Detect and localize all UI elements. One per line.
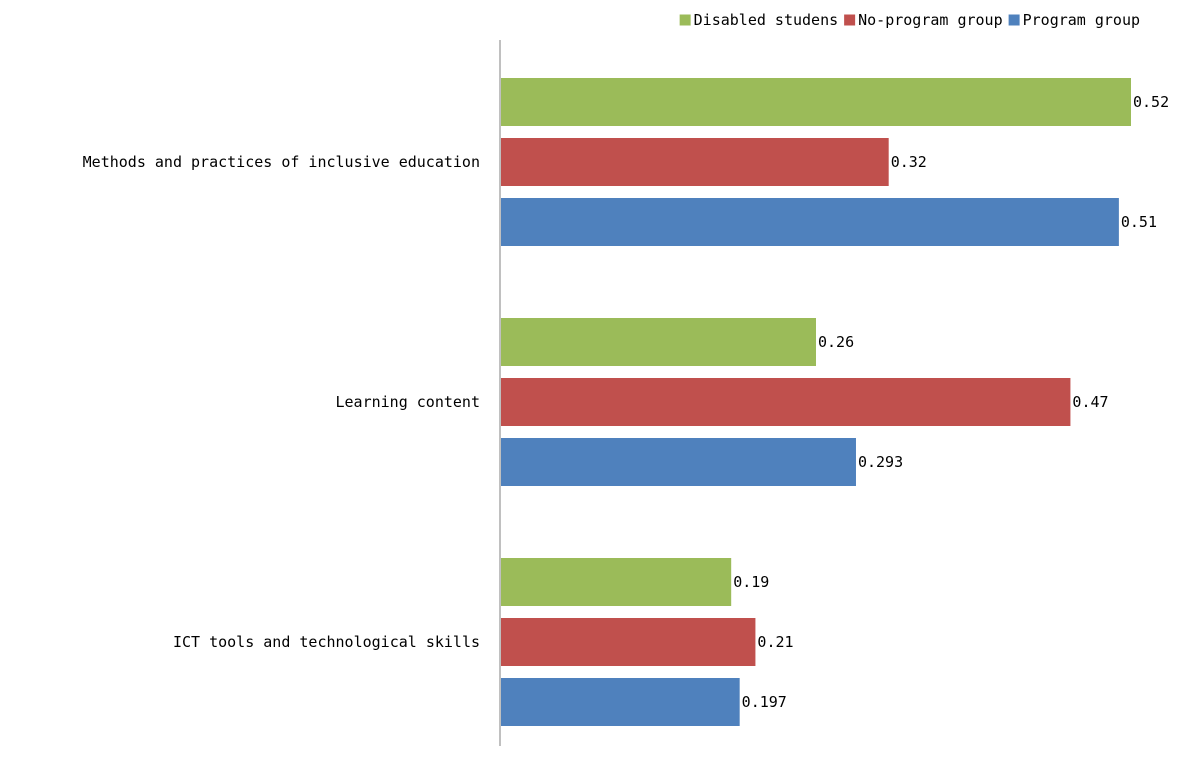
bar-disabled-studens-1 <box>501 78 1131 126</box>
bar-no-program-group-1 <box>501 138 889 186</box>
category-label: Learning content <box>336 393 481 411</box>
value-labels: 0.52 0.32 0.51 0.26 0.47 0.293 0.19 0.21 0.197 <box>733 93 1169 711</box>
data-label: 0.26 <box>818 333 854 351</box>
bar-program-group-1 <box>501 198 1119 246</box>
bars <box>501 78 1131 726</box>
legend-swatch-disabled-studens <box>679 14 691 26</box>
bar-no-program-group-3 <box>501 618 756 666</box>
data-label: 0.32 <box>891 153 927 171</box>
data-label: 0.51 <box>1121 213 1157 231</box>
data-label: 0.197 <box>742 693 787 711</box>
legend-label: Program group <box>1023 11 1140 29</box>
bar-program-group-2 <box>501 438 856 486</box>
data-label: 0.19 <box>733 573 769 591</box>
data-label: 0.47 <box>1072 393 1108 411</box>
bar-no-program-group-2 <box>501 378 1071 426</box>
legend-label: Disabled studens <box>694 11 839 29</box>
legend: Disabled studens No-program group Program … <box>679 11 1140 29</box>
data-label: 0.293 <box>858 453 903 471</box>
legend-swatch-no-program-group <box>844 14 856 26</box>
bar-program-group-3 <box>501 678 740 726</box>
data-label: 0.52 <box>1133 93 1169 111</box>
category-label: ICT tools and technological skills <box>173 633 480 651</box>
bar-disabled-studens-2 <box>501 318 816 366</box>
legend-label: No-program group <box>858 11 1003 29</box>
category-labels: Methods and practices of inclusive educa… <box>83 153 480 651</box>
bar-disabled-studens-3 <box>501 558 732 606</box>
category-label: Methods and practices of inclusive educa… <box>83 153 480 171</box>
data-label: 0.21 <box>757 633 793 651</box>
legend-swatch-program-group <box>1008 14 1020 26</box>
